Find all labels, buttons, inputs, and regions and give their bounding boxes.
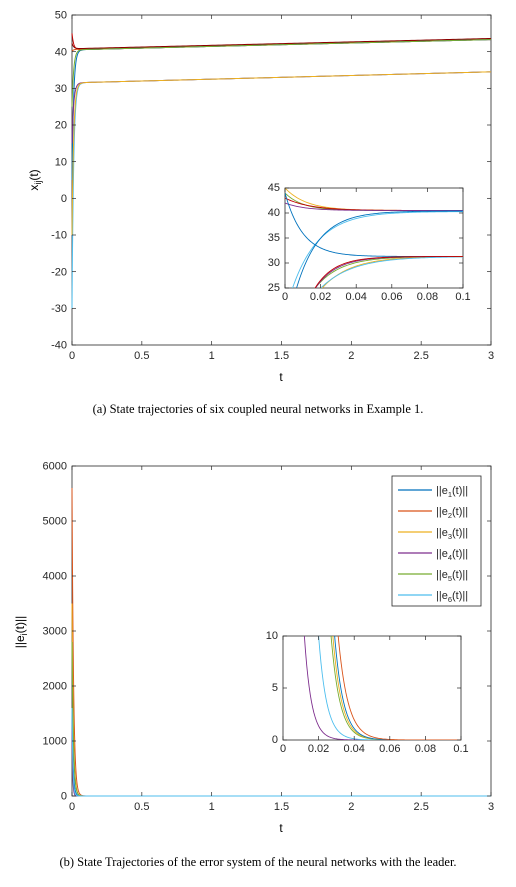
ai-series xyxy=(320,256,463,288)
a-xtick-label: 0 xyxy=(69,350,75,362)
chart-a-ylabel: xij(t) xyxy=(27,169,43,190)
a-xtick-label: 1 xyxy=(209,350,215,362)
b-xtick-label: 2 xyxy=(348,801,354,813)
a-xtick-label: 2.5 xyxy=(414,350,429,362)
ai-xtick-label: 0.04 xyxy=(345,291,366,303)
ai-ytick-label: 25 xyxy=(268,282,280,294)
a-series-lower xyxy=(71,71,492,236)
chart-b-xlabel: t xyxy=(279,821,283,835)
a-xtick-label: 3 xyxy=(488,350,494,362)
a-series-upper xyxy=(71,38,492,52)
ai-series xyxy=(285,202,463,211)
a-xtick-label: 2 xyxy=(348,350,354,362)
ai-xtick-label: 0.02 xyxy=(310,291,331,303)
a-series-lower xyxy=(71,39,492,107)
legend-label-4: ||e4(t)|| xyxy=(436,548,468,562)
b-xtick-label: 1.5 xyxy=(274,801,289,813)
bi-series xyxy=(337,636,461,740)
chart-b-inset-frame xyxy=(282,635,462,741)
bi-series xyxy=(334,636,461,740)
b-ytick-label: 1000 xyxy=(43,736,67,748)
bi-series xyxy=(318,636,461,740)
bi-ytick-label: 5 xyxy=(272,682,278,694)
b-ytick-label: 5000 xyxy=(43,516,67,528)
caption-b: (b) State Trajectories of the error syst… xyxy=(59,855,457,869)
ai-series xyxy=(296,210,463,288)
ai-lines-group xyxy=(285,188,463,288)
chart-a-inset-frame xyxy=(284,187,464,289)
a-series-upper xyxy=(71,37,492,49)
ai-xtick-label: 0.08 xyxy=(417,291,438,303)
bi-ytick-label: 10 xyxy=(266,630,278,642)
chart-a-xlabel: t xyxy=(279,370,283,384)
bi-xtick-label: 0.06 xyxy=(379,743,400,755)
bi-xtick-label: 0.02 xyxy=(308,743,329,755)
b-xtick-label: 0.5 xyxy=(134,801,149,813)
chart-b-legend: ||e1(t)|| ||e2(t)|| ||e3(t)|| ||e4(t)|| ||e5… xyxy=(391,475,482,607)
ai-ytick-label: 35 xyxy=(268,232,280,244)
ai-series xyxy=(314,256,463,288)
a-xtick-label: 0.5 xyxy=(134,350,149,362)
ai-ytick-label: 30 xyxy=(268,257,280,269)
bi-xtick-label: 0 xyxy=(280,743,286,755)
chart-a-plot-area xyxy=(71,14,492,346)
legend-box xyxy=(391,475,482,607)
legend-label-1: ||e1(t)|| xyxy=(436,485,468,499)
ai-xtick-label: 0 xyxy=(282,291,288,303)
ai-xtick-label: 0.06 xyxy=(381,291,402,303)
b-xtick-label: 2.5 xyxy=(414,801,429,813)
legend-label-6: ||e6(t)|| xyxy=(436,590,468,604)
b-ytick-label: 3000 xyxy=(43,626,67,638)
b-xtick-label: 0 xyxy=(69,801,75,813)
legend-label-2: ||e2(t)|| xyxy=(436,506,468,520)
legend-label-3: ||e3(t)|| xyxy=(436,527,468,541)
ai-ytick-label: 40 xyxy=(268,207,280,219)
a-ytick-label: -10 xyxy=(51,230,67,242)
a-ytick-label: 20 xyxy=(55,120,67,132)
ai-xtick-label: 0.1 xyxy=(455,291,470,303)
bi-xtick-label: 0.04 xyxy=(343,743,364,755)
a-xtick-label: 1.5 xyxy=(274,350,289,362)
bi-xtick-label: 0.1 xyxy=(453,743,468,755)
ai-ytick-label: 45 xyxy=(268,182,280,194)
a-ytick-label: 50 xyxy=(55,10,67,22)
a-ytick-label: -40 xyxy=(51,340,67,352)
b-ytick-label: 6000 xyxy=(43,461,67,473)
a-ytick-label: 30 xyxy=(55,83,67,95)
a-ytick-label: -20 xyxy=(51,266,67,278)
b-ytick-label: 2000 xyxy=(43,681,67,693)
b-xtick-label: 1 xyxy=(209,801,215,813)
chart-a-inset: 0 0.02 0.04 0.06 0.08 0.1 45 40 35 30 25 xyxy=(268,182,471,303)
bi-lines-group xyxy=(303,636,461,740)
bi-ytick-label: 0 xyxy=(272,734,278,746)
b-xtick-label: 3 xyxy=(488,801,494,813)
b-series-6 xyxy=(71,707,491,797)
chart-b-ylabel: ||ei(t)|| xyxy=(13,616,29,648)
a-ytick-label: 40 xyxy=(55,46,67,58)
a-ytick-label: 0 xyxy=(61,193,67,205)
a-ytick-label: -30 xyxy=(51,303,67,315)
b-ytick-label: 0 xyxy=(61,791,67,803)
caption-a: (a) State trajectories of six coupled ne… xyxy=(92,402,424,416)
legend-label-5: ||e5(t)|| xyxy=(436,569,468,583)
a-ytick-label: 10 xyxy=(55,156,67,168)
b-ytick-label: 4000 xyxy=(43,571,67,583)
bi-xtick-label: 0.08 xyxy=(415,743,436,755)
chart-b-inset: 0 0.02 0.04 0.06 0.08 0.1 10 5 0 xyxy=(266,630,469,755)
